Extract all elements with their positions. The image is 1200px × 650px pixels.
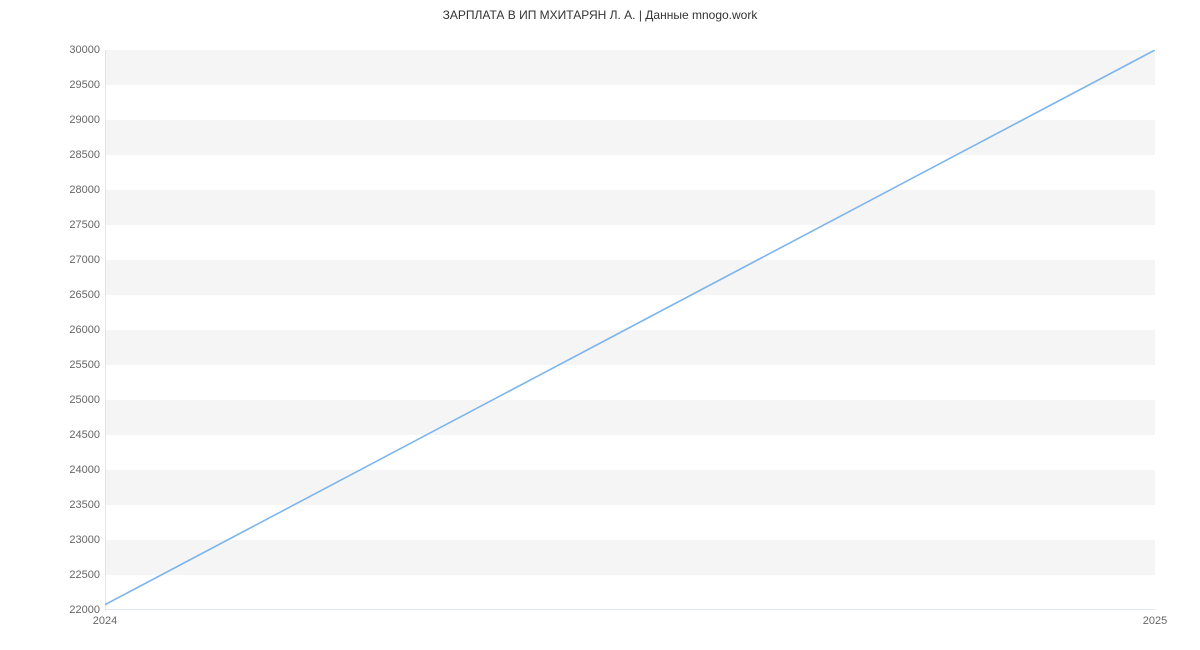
- x-tick-label: 2025: [1143, 615, 1167, 627]
- chart-svg: [105, 50, 1155, 610]
- y-tick-label: 26500: [10, 289, 100, 301]
- y-tick-label: 25000: [10, 394, 100, 406]
- chart-title: ЗАРПЛАТА В ИП МХИТАРЯН Л. А. | Данные mn…: [0, 0, 1200, 22]
- chart-container: ЗАРПЛАТА В ИП МХИТАРЯН Л. А. | Данные mn…: [0, 0, 1200, 650]
- y-tick-label: 22000: [10, 604, 100, 616]
- y-tick-label: 27000: [10, 254, 100, 266]
- y-tick-label: 24000: [10, 464, 100, 476]
- y-tick-label: 29000: [10, 114, 100, 126]
- y-tick-label: 22500: [10, 569, 100, 581]
- y-tick-label: 24500: [10, 429, 100, 441]
- y-tick-label: 26000: [10, 324, 100, 336]
- y-tick-label: 30000: [10, 44, 100, 56]
- y-tick-label: 23500: [10, 499, 100, 511]
- plot-area: [105, 50, 1155, 610]
- y-tick-label: 28000: [10, 184, 100, 196]
- y-tick-label: 28500: [10, 149, 100, 161]
- y-tick-label: 29500: [10, 79, 100, 91]
- y-tick-label: 27500: [10, 219, 100, 231]
- x-tick-label: 2024: [93, 615, 117, 627]
- y-tick-label: 23000: [10, 534, 100, 546]
- y-tick-label: 25500: [10, 359, 100, 371]
